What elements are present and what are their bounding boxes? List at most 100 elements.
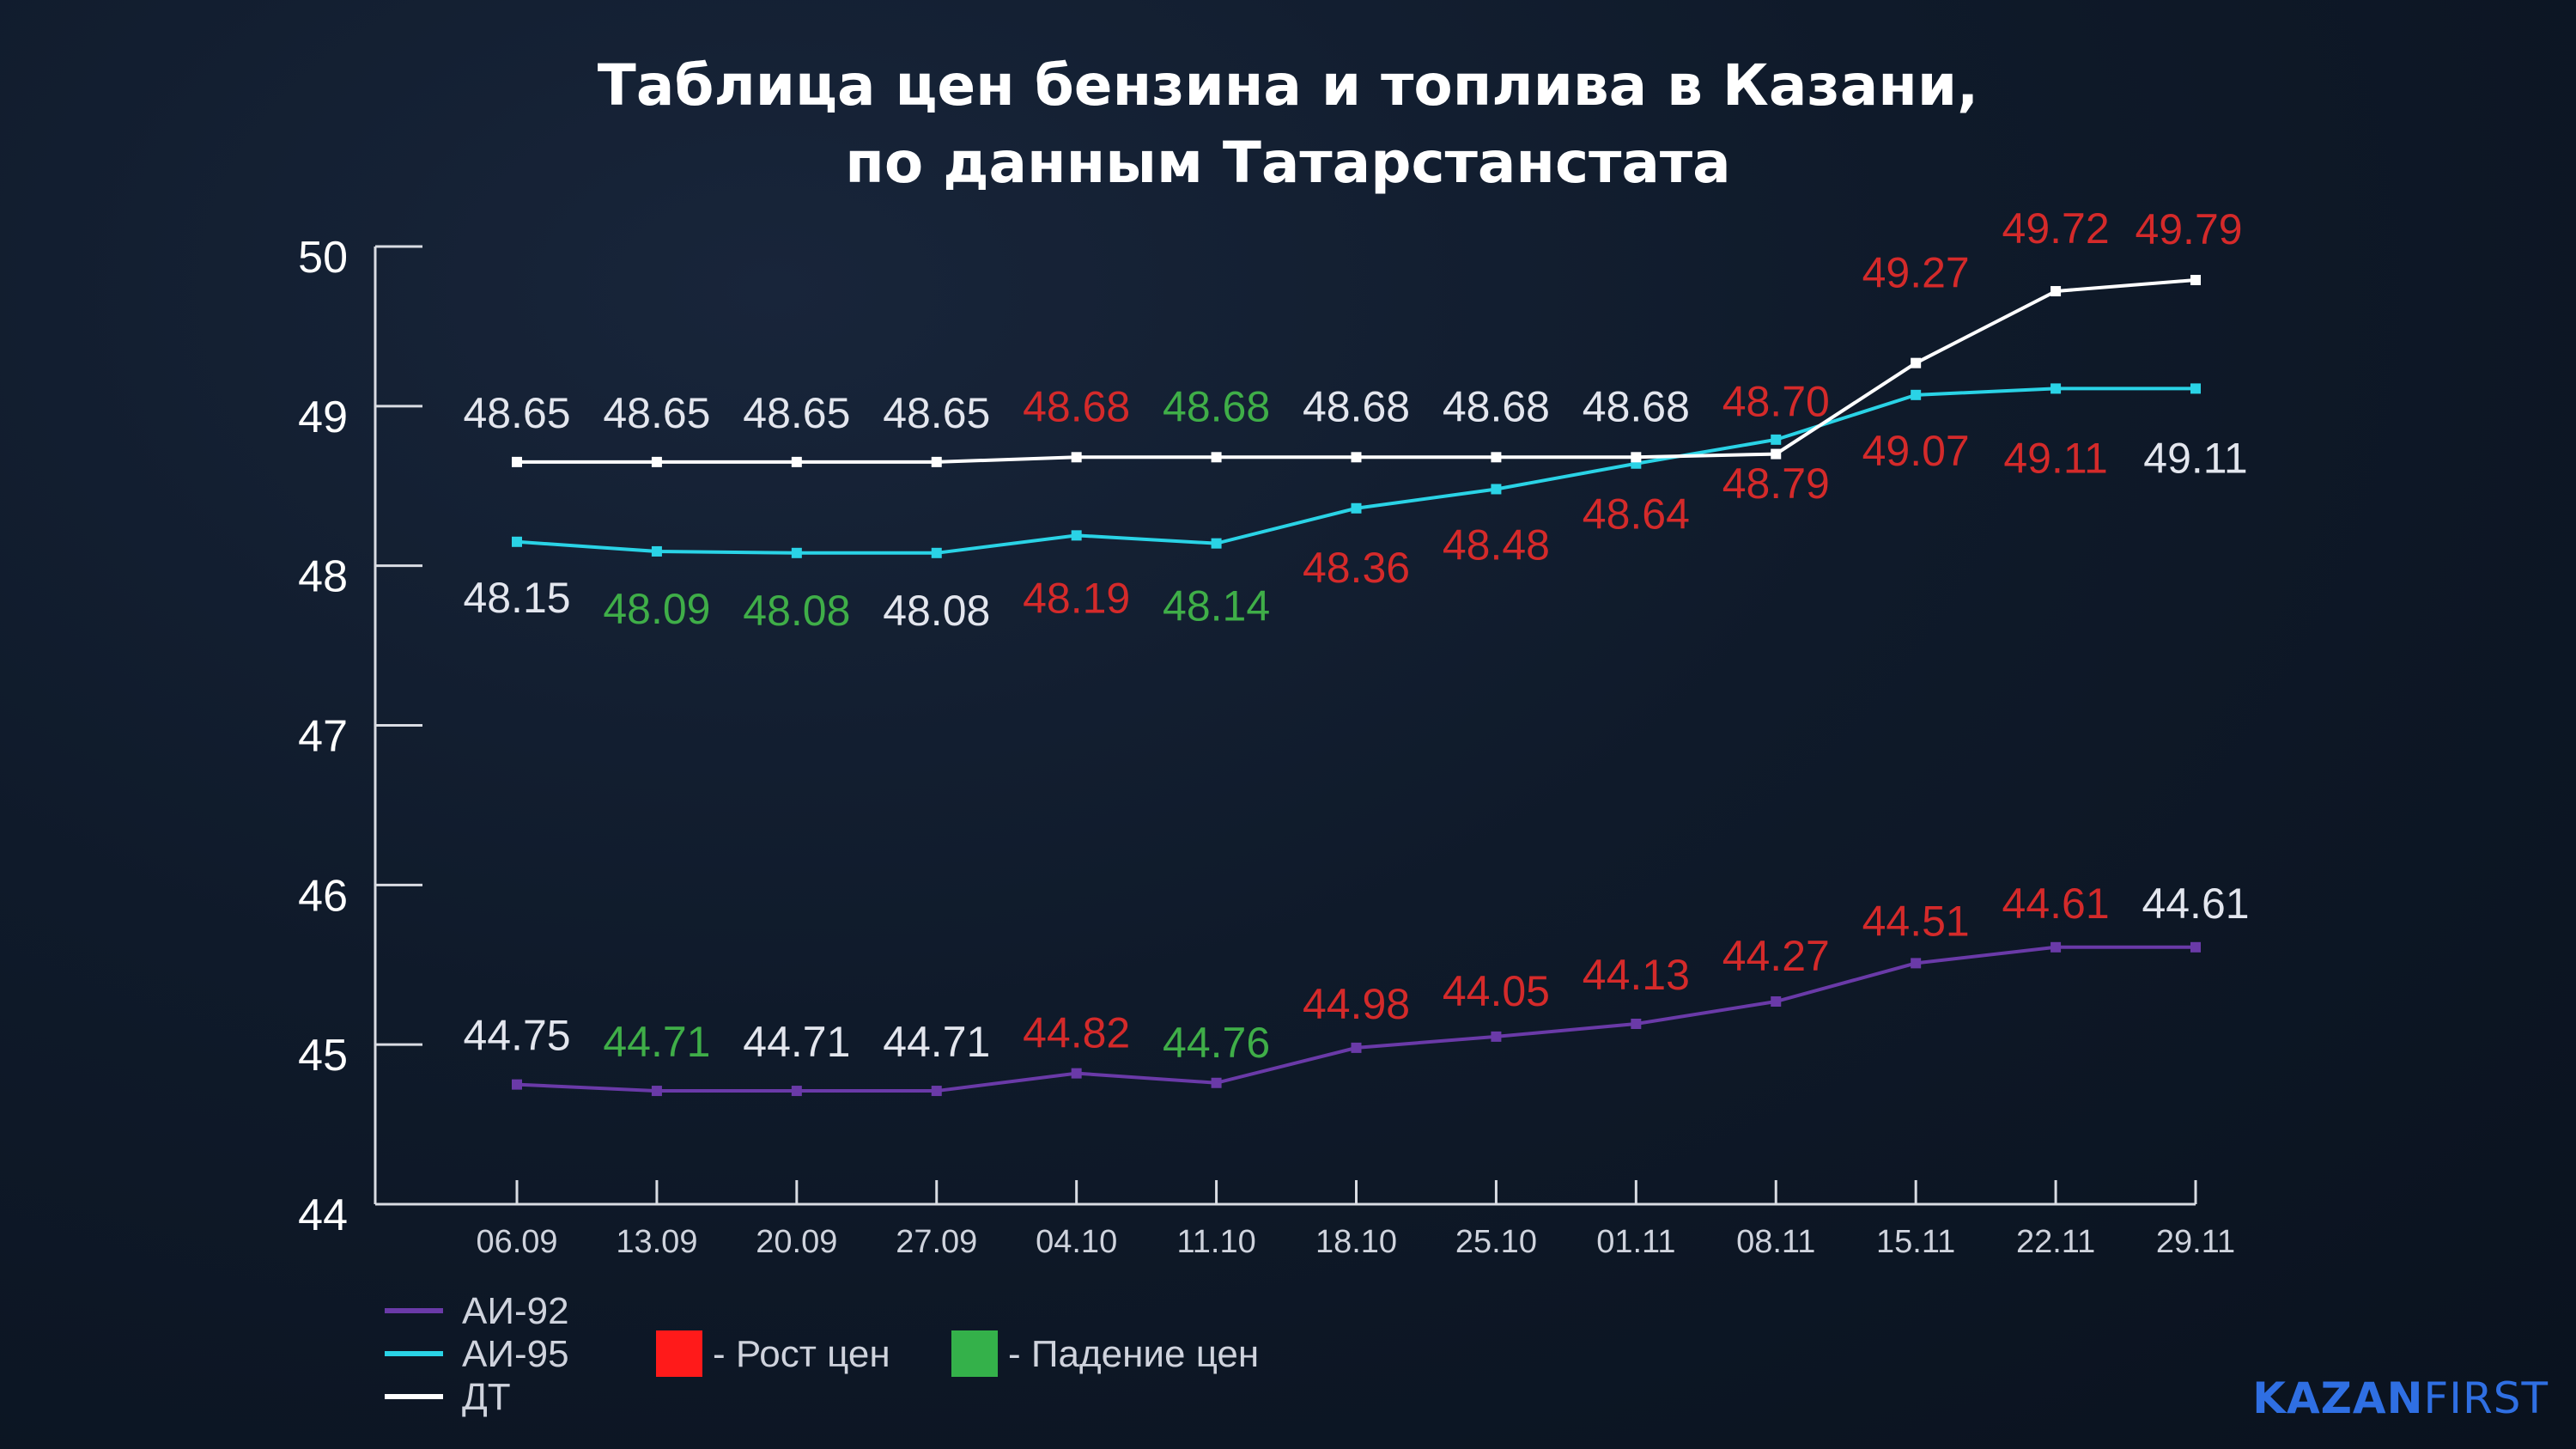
data-label-ai95: 49.07	[1862, 427, 1970, 475]
x-tick-label: 20.09	[756, 1224, 837, 1260]
data-point-ai92	[2190, 941, 2201, 953]
data-point-ai92	[2050, 941, 2062, 953]
data-label-dt: 49.72	[2002, 204, 2110, 253]
brand-logo: KAZANFIRST	[2252, 1373, 2549, 1423]
x-tick-label: 13.09	[616, 1224, 697, 1260]
data-label-dt: 48.68	[1583, 382, 1690, 430]
data-label-ai95: 49.11	[2003, 434, 2107, 482]
data-point-ai95	[1491, 484, 1502, 495]
data-point-ai95	[2190, 383, 2201, 394]
x-tick-label: 08.11	[1736, 1224, 1815, 1260]
data-point-ai92	[1491, 1031, 1502, 1042]
data-label-dt: 48.68	[1163, 382, 1270, 430]
y-tick-label: 44	[298, 1190, 348, 1240]
data-label-ai92: 44.98	[1303, 980, 1410, 1028]
data-point-dt	[1211, 452, 1222, 463]
data-label-ai92: 44.76	[1163, 1019, 1270, 1067]
y-tick-label: 45	[298, 1031, 348, 1081]
data-point-ai95	[512, 536, 522, 547]
data-point-dt	[2050, 286, 2062, 297]
data-label-ai92: 44.05	[1443, 967, 1550, 1015]
x-tick-label: 29.11	[2156, 1224, 2235, 1260]
y-tick-label: 50	[298, 233, 348, 283]
data-label-dt: 48.65	[883, 389, 990, 437]
data-label-dt: 49.27	[1862, 249, 1970, 297]
data-point-ai92	[651, 1086, 662, 1097]
data-point-dt	[1491, 452, 1502, 463]
x-tick-label: 27.09	[896, 1224, 977, 1260]
data-point-ai92	[1911, 958, 1922, 969]
data-label-dt: 48.68	[1303, 382, 1410, 430]
legend-swatch-rise	[656, 1330, 702, 1377]
data-point-dt	[2190, 275, 2201, 286]
data-label-ai95: 48.15	[463, 574, 570, 622]
data-label-ai92: 44.61	[2142, 880, 2249, 928]
data-point-ai92	[791, 1086, 802, 1097]
data-label-dt: 48.65	[603, 389, 710, 437]
x-tick-label: 01.11	[1596, 1224, 1675, 1260]
data-point-dt	[1631, 452, 1642, 463]
brand-part1: KAZAN	[2252, 1373, 2424, 1423]
data-point-ai92	[1071, 1068, 1082, 1079]
data-point-ai92	[1351, 1042, 1362, 1053]
legend-line-dt	[385, 1394, 443, 1399]
data-point-dt	[512, 456, 522, 467]
x-tick-label: 18.10	[1315, 1224, 1397, 1260]
data-label-ai92: 44.61	[2002, 880, 2110, 928]
data-point-dt	[1071, 452, 1082, 463]
data-label-dt: 48.68	[1023, 382, 1130, 430]
legend-line-ai95	[385, 1351, 443, 1356]
data-label-ai95: 48.36	[1303, 544, 1410, 592]
data-label-ai95: 48.64	[1583, 490, 1690, 539]
data-label-ai95: 48.79	[1722, 460, 1830, 508]
chart-title-line1: Таблица цен бензина и топлива в Казани,	[597, 52, 1979, 119]
data-label-ai92: 44.82	[1023, 1009, 1130, 1057]
data-label-ai95: 48.19	[1023, 574, 1130, 622]
legend-label-ai95: АИ-95	[462, 1333, 569, 1375]
x-tick-label: 11.10	[1176, 1224, 1255, 1260]
data-label-ai92: 44.27	[1722, 932, 1830, 980]
data-point-ai95	[1071, 530, 1082, 541]
x-tick-label: 06.09	[476, 1224, 557, 1260]
data-label-ai92: 44.13	[1583, 951, 1690, 999]
data-label-ai92: 44.75	[463, 1012, 570, 1060]
data-label-ai95: 48.08	[743, 587, 850, 635]
y-tick-label: 49	[298, 393, 348, 442]
legend-label-ai92: АИ-92	[462, 1290, 569, 1332]
data-point-dt	[1351, 452, 1362, 463]
data-point-ai95	[1911, 389, 1922, 400]
data-label-ai92: 44.71	[743, 1018, 850, 1066]
data-point-ai95	[1351, 502, 1362, 514]
legend-label-rise: - Рост цен	[713, 1333, 890, 1375]
data-label-dt: 48.65	[463, 389, 570, 437]
data-point-ai92	[512, 1079, 522, 1090]
x-tick-label: 25.10	[1455, 1224, 1537, 1260]
data-label-ai95: 48.14	[1163, 582, 1270, 630]
chart-title: Таблица цен бензина и топлива в Казани, …	[0, 47, 2576, 202]
data-label-dt: 48.68	[1443, 382, 1550, 430]
data-label-ai95: 48.48	[1443, 521, 1550, 569]
data-label-ai92: 44.51	[1862, 897, 1970, 945]
data-point-dt	[651, 456, 662, 467]
legend-swatch-fall	[951, 1330, 998, 1377]
data-label-ai92: 44.71	[603, 1018, 710, 1066]
legend-line-ai92	[385, 1308, 443, 1313]
brand-part2: FIRST	[2423, 1373, 2549, 1423]
data-point-ai95	[1211, 538, 1222, 549]
data-label-ai92: 44.71	[883, 1018, 990, 1066]
legend-label-fall: - Падение цен	[1008, 1333, 1260, 1375]
data-label-dt: 48.70	[1722, 378, 1830, 426]
data-label-ai95: 49.11	[2143, 434, 2247, 482]
y-tick-label: 46	[298, 871, 348, 921]
y-tick-label: 48	[298, 552, 348, 602]
data-label-ai95: 48.08	[883, 587, 990, 635]
data-point-ai92	[1631, 1019, 1642, 1030]
y-tick-label: 47	[298, 712, 348, 762]
data-point-dt	[1771, 448, 1782, 460]
data-label-dt: 48.65	[743, 389, 850, 437]
data-point-ai92	[1771, 995, 1782, 1007]
x-tick-label: 15.11	[1876, 1224, 1955, 1260]
data-point-dt	[931, 456, 942, 467]
data-point-ai92	[1211, 1077, 1222, 1088]
